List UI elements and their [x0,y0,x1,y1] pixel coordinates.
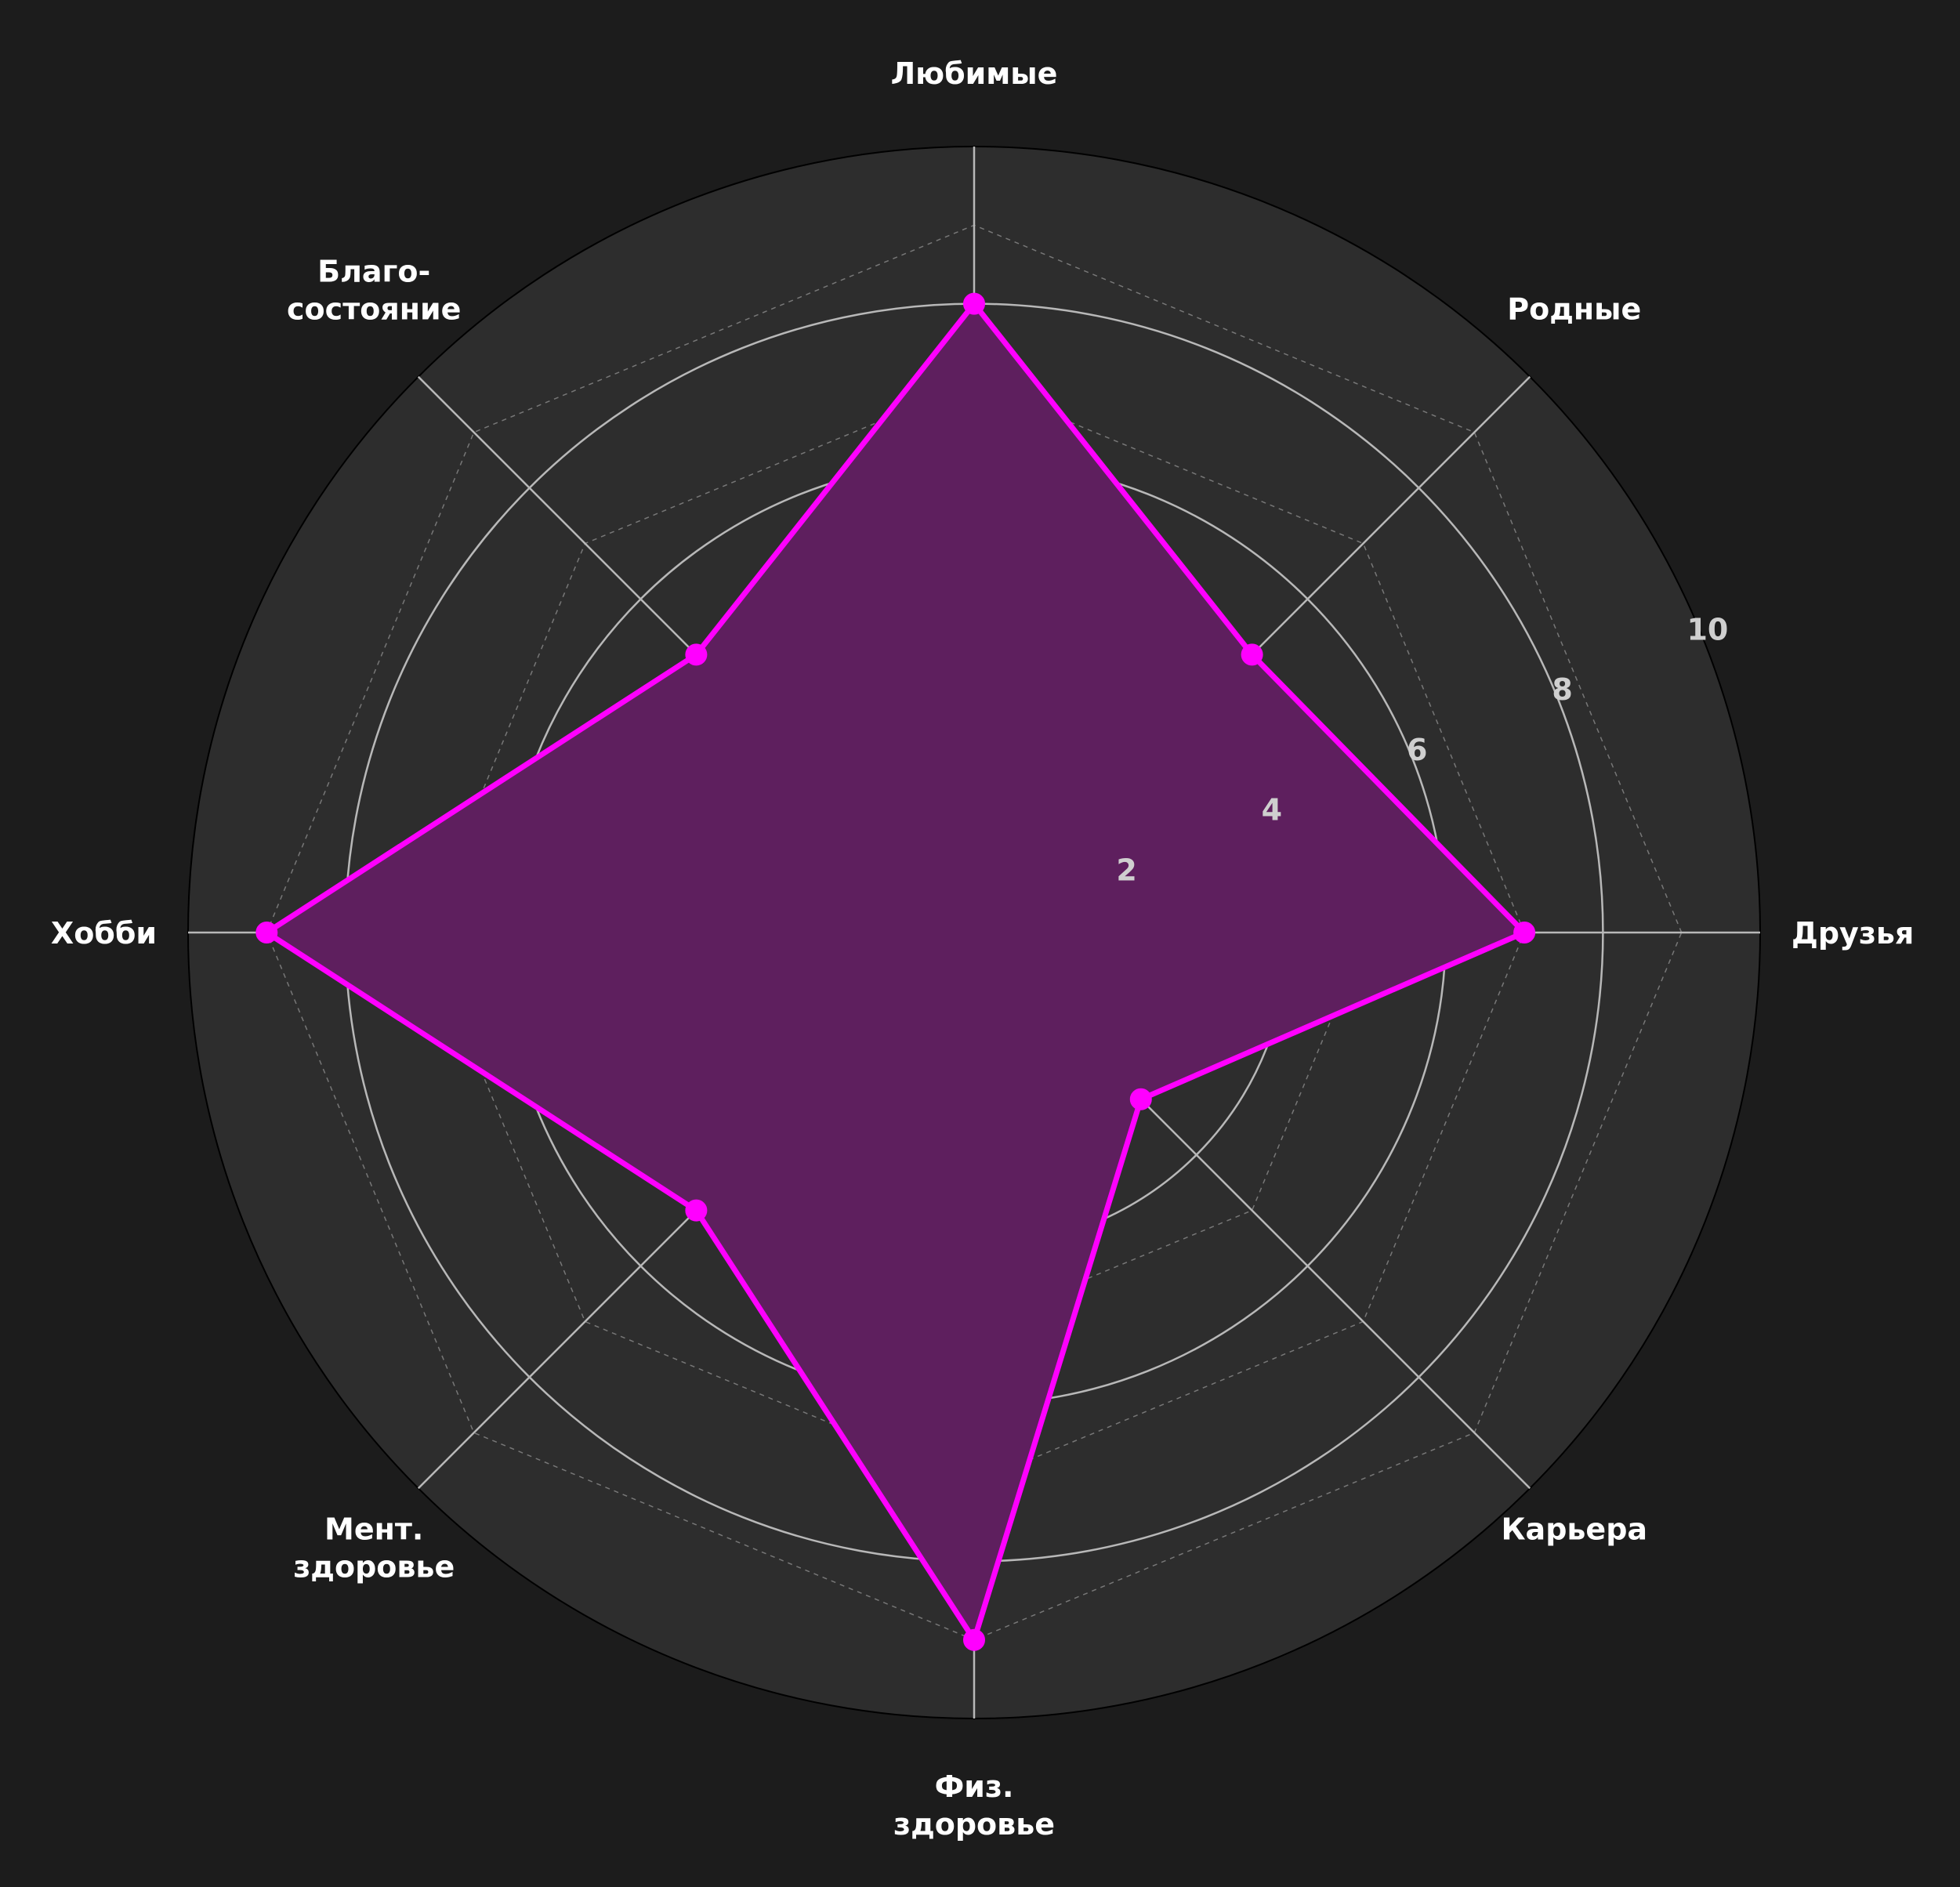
category-label-line: Благо- [317,254,430,288]
data-point [1241,643,1263,666]
radial-tick-labels: 2 4 6 8 10 [1116,612,1728,887]
radial-tick-label: 6 [1407,733,1427,767]
category-label: Благо-состояние [287,254,461,326]
radial-tick-label: 4 [1262,793,1282,828]
category-label-line: Родные [1507,292,1641,326]
radial-tick-label: 2 [1116,853,1136,887]
category-label: Хобби [51,916,157,951]
category-label: Родные [1507,292,1641,326]
category-label-line: Друзья [1792,916,1914,951]
category-label-line: здоровье [293,1550,455,1585]
category-label-line: Карьера [1502,1512,1648,1547]
category-label-line: Любимые [891,56,1058,91]
data-series [255,292,1536,1651]
category-label: Любимые [891,56,1058,91]
category-label: Карьера [1502,1512,1648,1547]
radial-tick-label: 10 [1686,612,1728,647]
data-point [1513,922,1536,944]
axis-labels: Друзья Родные Любимые Благо-состояние Хобби М… [51,56,1914,1842]
data-point [1129,1088,1152,1110]
category-label-line: состояние [287,292,461,326]
data-point [685,1199,708,1222]
radial-tick-label: 8 [1552,672,1572,707]
data-point [255,922,278,944]
series-fill [266,303,1525,1640]
grid-polygon [580,538,1368,1327]
data-point [963,1628,985,1651]
category-label: Мент. здоровье [293,1512,455,1585]
category-label: Физ. здоровье [893,1769,1055,1842]
category-label-line: Хобби [51,916,157,951]
data-point [685,643,708,666]
category-label: Друзья [1792,916,1914,951]
data-point [963,292,985,315]
category-label-line: здоровье [893,1807,1055,1842]
category-label-line: Физ. [935,1769,1014,1804]
category-label-line: Мент. [324,1512,423,1547]
